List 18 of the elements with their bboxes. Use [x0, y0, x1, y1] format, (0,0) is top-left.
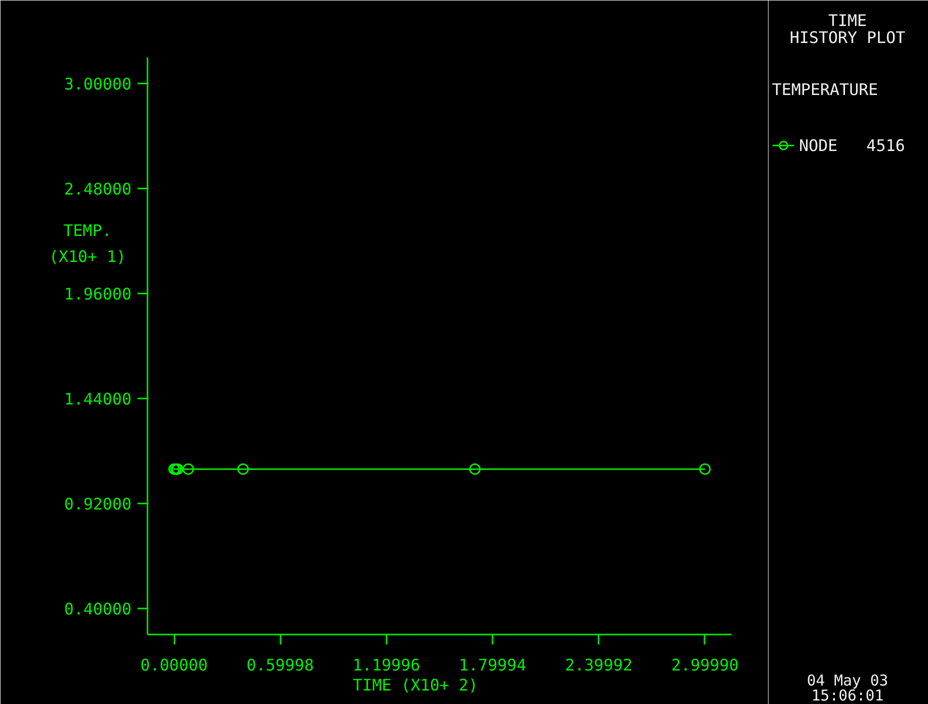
y-tick-label: 1.44000 — [64, 389, 132, 408]
legend-title: TEMPERATURE — [772, 80, 879, 99]
x-axis-title: TIME (X10+ 2) — [352, 676, 478, 694]
text: TIME HISTORY PLOT — [790, 11, 906, 47]
y-tick-label: 3.00000 — [64, 74, 132, 94]
x-tick-label: 2.99990 — [671, 656, 739, 674]
y-tick-label: 1.96000 — [64, 284, 132, 304]
y-tick-label: 0.40000 — [64, 599, 132, 618]
x-tick-label: 0.00000 — [140, 656, 208, 674]
legend-label: NODE 4516 — [799, 136, 905, 154]
x-tick-label: 1.79994 — [458, 656, 526, 674]
text: 04 May 03 — [806, 672, 888, 690]
y-axis-title: TEMP. (X10+ 1) — [48, 221, 126, 266]
y-tick-label: 2.48000 — [64, 180, 132, 199]
x-tick-label: 1.19996 — [352, 656, 420, 674]
x-tick-label: 2.39992 — [565, 656, 632, 674]
x-tick-label: 0.59998 — [246, 656, 314, 674]
y-tick-label: 0.92000 — [64, 494, 132, 514]
